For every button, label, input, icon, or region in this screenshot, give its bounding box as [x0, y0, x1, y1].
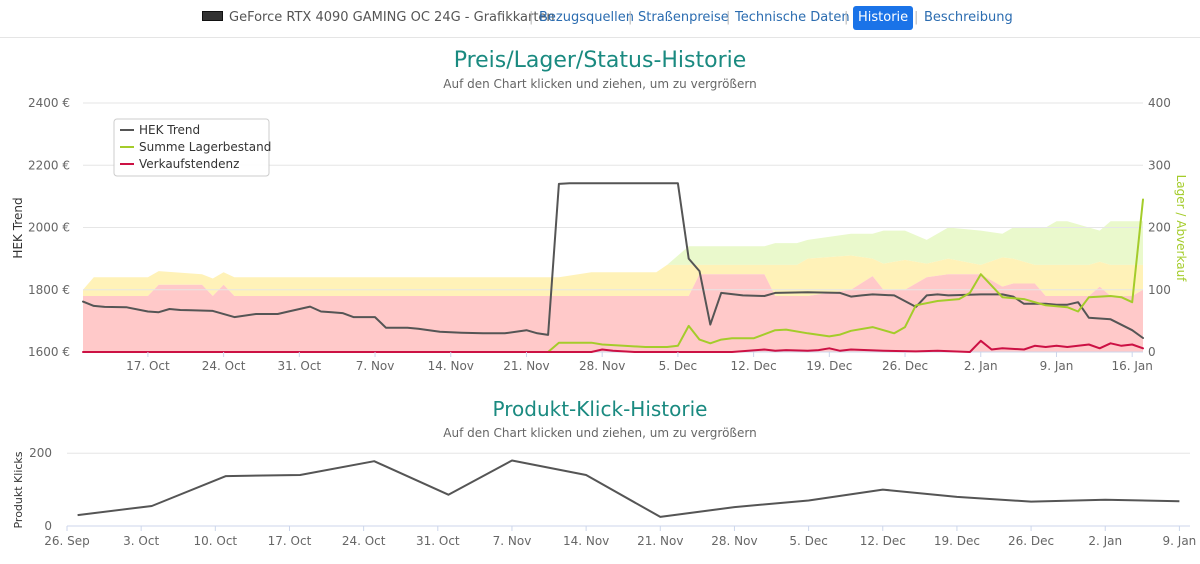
product-title: GeForce RTX 4090 GAMING OC 24G - Grafikk… [229, 10, 555, 25]
tab-historie[interactable]: Historie [853, 6, 914, 30]
x-tick-label: 9. Jan [1163, 534, 1197, 548]
x-tick-label: 7. Nov [356, 359, 395, 373]
x-tick-label: 2. Jan [1088, 534, 1122, 548]
separator: | [844, 10, 849, 25]
y-axis-label: Produkt Klicks [12, 451, 25, 528]
x-tick-label: 14. Nov [563, 534, 609, 548]
x-tick-label: 19. Dec [934, 534, 980, 548]
x-tick-label: 5. Dec [659, 359, 697, 373]
x-tick-label: 7. Nov [493, 534, 532, 548]
chart-title: Produkt-Klick-Historie [493, 397, 708, 421]
legend-item-lager[interactable]: Summe Lagerbestand [139, 140, 271, 154]
x-tick-label: 31. Oct [416, 534, 460, 548]
chart-title: Preis/Lager/Status-Historie [454, 48, 747, 73]
x-tick-label: 24. Oct [342, 534, 386, 548]
y-right-tick-label: 400 [1148, 96, 1171, 110]
x-tick-label: 31. Oct [277, 359, 321, 373]
series-line-hek [82, 182, 1144, 339]
tab-bezugsquellen[interactable]: Bezugsquellen [539, 10, 634, 25]
x-tick-label: 19. Dec [806, 359, 852, 373]
x-tick-label: 3. Oct [123, 534, 159, 548]
y-tick-label: 2200 € [28, 158, 70, 172]
axis-labels: 0 200 26. Sep 3. Oct 10. Oct 17. Oct 24. Oct 31… [29, 446, 1196, 548]
y-tick-label: 2400 € [28, 96, 70, 110]
x-tick-label: 12. Dec [860, 534, 906, 548]
axis-labels: 1600 € 1800 € 2000 € 2200 € 2400 € 0 100 200 300… [28, 96, 1171, 373]
gpu-icon [202, 10, 223, 21]
separator: | [726, 10, 731, 25]
x-tick-label: 21. Nov [503, 359, 549, 373]
y-axis-right-label: Lager / Abverkauf [1174, 175, 1188, 283]
tab-technische-daten[interactable]: Technische Daten [735, 10, 850, 25]
separator: | [914, 10, 919, 25]
y-tick-label: 1600 € [28, 345, 70, 359]
x-tick-label: 26. Dec [882, 359, 928, 373]
status-bands [83, 221, 1143, 352]
y-right-tick-label: 200 [1148, 221, 1171, 235]
series-line-clicks [77, 459, 1180, 518]
x-tick-label: 26. Dec [1008, 534, 1054, 548]
y-tick-label: 0 [44, 519, 52, 533]
x-tick-label: 9. Jan [1040, 359, 1074, 373]
band-green [83, 221, 1143, 290]
x-tick-label: 12. Dec [731, 359, 777, 373]
x-tick-label: 14. Nov [428, 359, 474, 373]
legend-box [113, 118, 270, 177]
x-tick-label: 28. Nov [579, 359, 625, 373]
x-tick-label: 16. Jan [1111, 359, 1152, 373]
x-tick-label: 21. Nov [637, 534, 683, 548]
x-tick-label: 10. Oct [193, 534, 237, 548]
x-tick-label: 26. Sep [44, 534, 90, 548]
tab-strassenpreise[interactable]: Straßenpreise [638, 10, 729, 25]
x-tick-label: 17. Oct [268, 534, 312, 548]
series-line-lager [547, 198, 1144, 353]
separator: | [529, 10, 534, 25]
product-click-history-chart[interactable]: Produkt-Klick-Historie Auf den Chart kli… [0, 392, 1200, 564]
legend: HEK Trend Summe Lagerbestand Verkaufsten… [113, 118, 271, 177]
x-tick-label: 28. Nov [711, 534, 757, 548]
tab-beschreibung[interactable]: Beschreibung [924, 10, 1013, 25]
y-right-tick-label: 300 [1148, 158, 1171, 172]
series-lines [77, 459, 1180, 518]
chart-subtitle: Auf den Chart klicken und ziehen, um zu … [443, 426, 756, 440]
band-yellow [83, 255, 1143, 296]
x-tick-label: 2. Jan [964, 359, 998, 373]
product-name: GeForce RTX 4090 GAMING OC 24G - Grafikk… [202, 6, 555, 30]
y-right-tick-label: 100 [1148, 283, 1171, 297]
chart-subtitle: Auf den Chart klicken und ziehen, um zu … [443, 77, 756, 91]
x-tick-label: 17. Oct [126, 359, 170, 373]
y-tick-label: 2000 € [28, 221, 70, 235]
y-right-tick-label: 0 [1148, 345, 1156, 359]
grid-lines [67, 452, 1190, 527]
legend-item-verkauf[interactable]: Verkaufstendenz [139, 157, 239, 171]
y-tick-label: 1800 € [28, 283, 70, 297]
x-tick-label: 5. Dec [789, 534, 827, 548]
top-navigation: GeForce RTX 4090 GAMING OC 24G - Grafikk… [0, 0, 1200, 38]
x-tick-label: 24. Oct [202, 359, 246, 373]
legend-item-hek[interactable]: HEK Trend [139, 123, 200, 137]
price-stock-history-chart[interactable]: Preis/Lager/Status-Historie Auf den Char… [0, 38, 1200, 378]
y-axis-label: HEK Trend [11, 197, 25, 258]
separator: | [628, 10, 633, 25]
y-tick-label: 200 [29, 446, 52, 460]
